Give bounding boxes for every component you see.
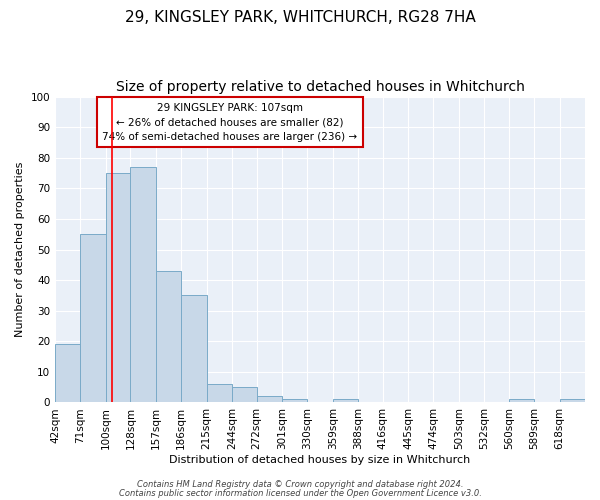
Bar <box>560 400 585 402</box>
Text: 29, KINGSLEY PARK, WHITCHURCH, RG28 7HA: 29, KINGSLEY PARK, WHITCHURCH, RG28 7HA <box>125 10 475 25</box>
Text: Contains public sector information licensed under the Open Government Licence v3: Contains public sector information licen… <box>119 488 481 498</box>
Bar <box>181 296 206 403</box>
Text: 29 KINGSLEY PARK: 107sqm
← 26% of detached houses are smaller (82)
74% of semi-d: 29 KINGSLEY PARK: 107sqm ← 26% of detach… <box>103 102 358 142</box>
Bar <box>282 400 307 402</box>
Bar <box>509 400 534 402</box>
Bar <box>80 234 106 402</box>
Bar <box>333 400 358 402</box>
Bar <box>257 396 282 402</box>
Text: Contains HM Land Registry data © Crown copyright and database right 2024.: Contains HM Land Registry data © Crown c… <box>137 480 463 489</box>
X-axis label: Distribution of detached houses by size in Whitchurch: Distribution of detached houses by size … <box>169 455 470 465</box>
Bar <box>206 384 232 402</box>
Bar <box>156 271 181 402</box>
Bar <box>232 387 257 402</box>
Y-axis label: Number of detached properties: Number of detached properties <box>15 162 25 337</box>
Bar <box>130 167 156 402</box>
Title: Size of property relative to detached houses in Whitchurch: Size of property relative to detached ho… <box>116 80 524 94</box>
Bar <box>55 344 80 403</box>
Bar <box>106 173 131 402</box>
